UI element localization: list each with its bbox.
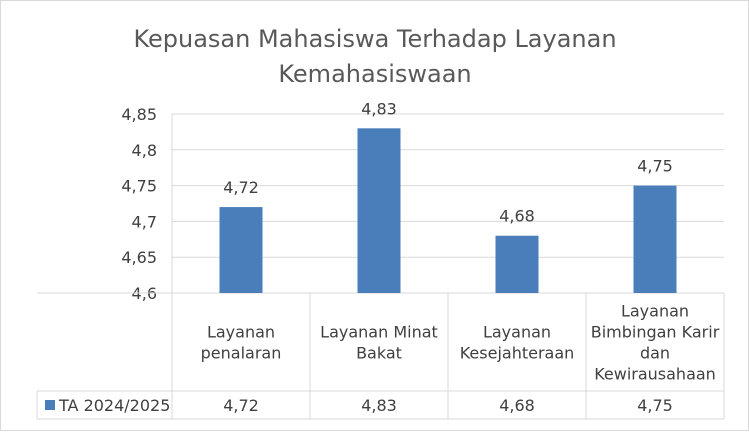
category-label: penalaran <box>201 344 282 363</box>
table-value: 4,83 <box>361 396 397 415</box>
y-tick-label: 4,7 <box>132 212 157 231</box>
category-label: Layanan Minat <box>320 323 438 342</box>
table-value: 4,72 <box>223 396 259 415</box>
legend-label: TA 2024/2025 <box>58 396 170 415</box>
legend-swatch <box>45 400 55 410</box>
data-label: 4,75 <box>637 157 673 176</box>
bar <box>219 207 263 293</box>
y-tick-label: 4,85 <box>121 105 157 124</box>
bar <box>495 235 539 293</box>
data-label: 4,72 <box>223 178 259 197</box>
table-value: 4,75 <box>637 396 673 415</box>
category-label: dan <box>640 344 670 363</box>
data-label: 4,83 <box>361 99 397 118</box>
category-label: Layanan <box>621 302 689 321</box>
data-label: 4,68 <box>499 207 535 226</box>
category-label: Bakat <box>356 344 402 363</box>
category-label: Bimbingan Karir <box>591 323 720 342</box>
table-value: 4,68 <box>499 396 535 415</box>
bar <box>357 128 401 293</box>
category-label: Kesejahteraan <box>460 344 575 363</box>
bar <box>633 185 677 293</box>
chart-title-line-1: Kepuasan Mahasiswa Terhadap Layanan <box>133 25 616 53</box>
category-label: Kewirausahaan <box>594 365 716 384</box>
y-tick-label: 4,65 <box>121 248 157 267</box>
y-tick-label: 4,8 <box>132 141 157 160</box>
y-tick-label: 4,75 <box>121 177 157 196</box>
chart-title-line-2: Kemahasiswaan <box>278 60 471 88</box>
category-label: Layanan <box>483 323 551 342</box>
category-label: Layanan <box>207 323 275 342</box>
